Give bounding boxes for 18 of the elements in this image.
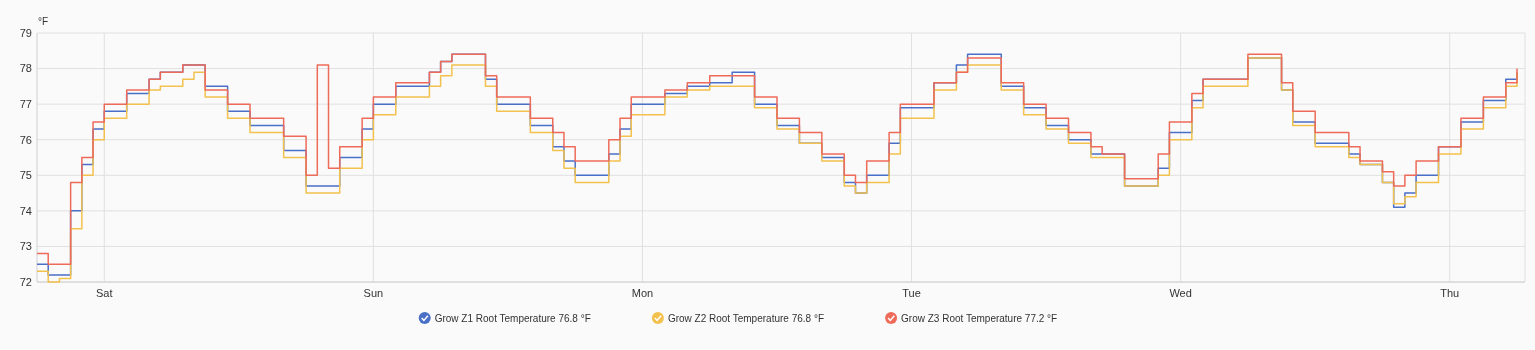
y-tick-label: 74 — [19, 204, 32, 217]
y-tick-label: 79 — [19, 26, 32, 39]
legend-label: Grow Z2 Root Temperature 76.8 °F — [667, 312, 825, 324]
x-tick-label: Thu — [1440, 287, 1460, 299]
y-tick-label: 72 — [19, 275, 32, 288]
y-tick-label: 73 — [19, 240, 32, 253]
x-tick-label: Mon — [631, 287, 654, 299]
x-tick-label: Tue — [902, 287, 921, 299]
y-tick-label: 75 — [19, 169, 32, 182]
y-tick-label: 78 — [19, 62, 32, 75]
x-tick-label: Sun — [363, 287, 384, 299]
y-tick-label: 76 — [19, 133, 32, 146]
y-axis-title: °F — [38, 16, 49, 27]
legend-label: Grow Z1 Root Temperature 76.8 °F — [434, 312, 591, 324]
legend-label: Grow Z3 Root Temperature 77.2 °F — [901, 312, 1058, 324]
x-tick-label: Sat — [96, 287, 113, 299]
x-tick-label: Wed — [1169, 287, 1192, 299]
y-tick-label: 77 — [19, 97, 32, 110]
